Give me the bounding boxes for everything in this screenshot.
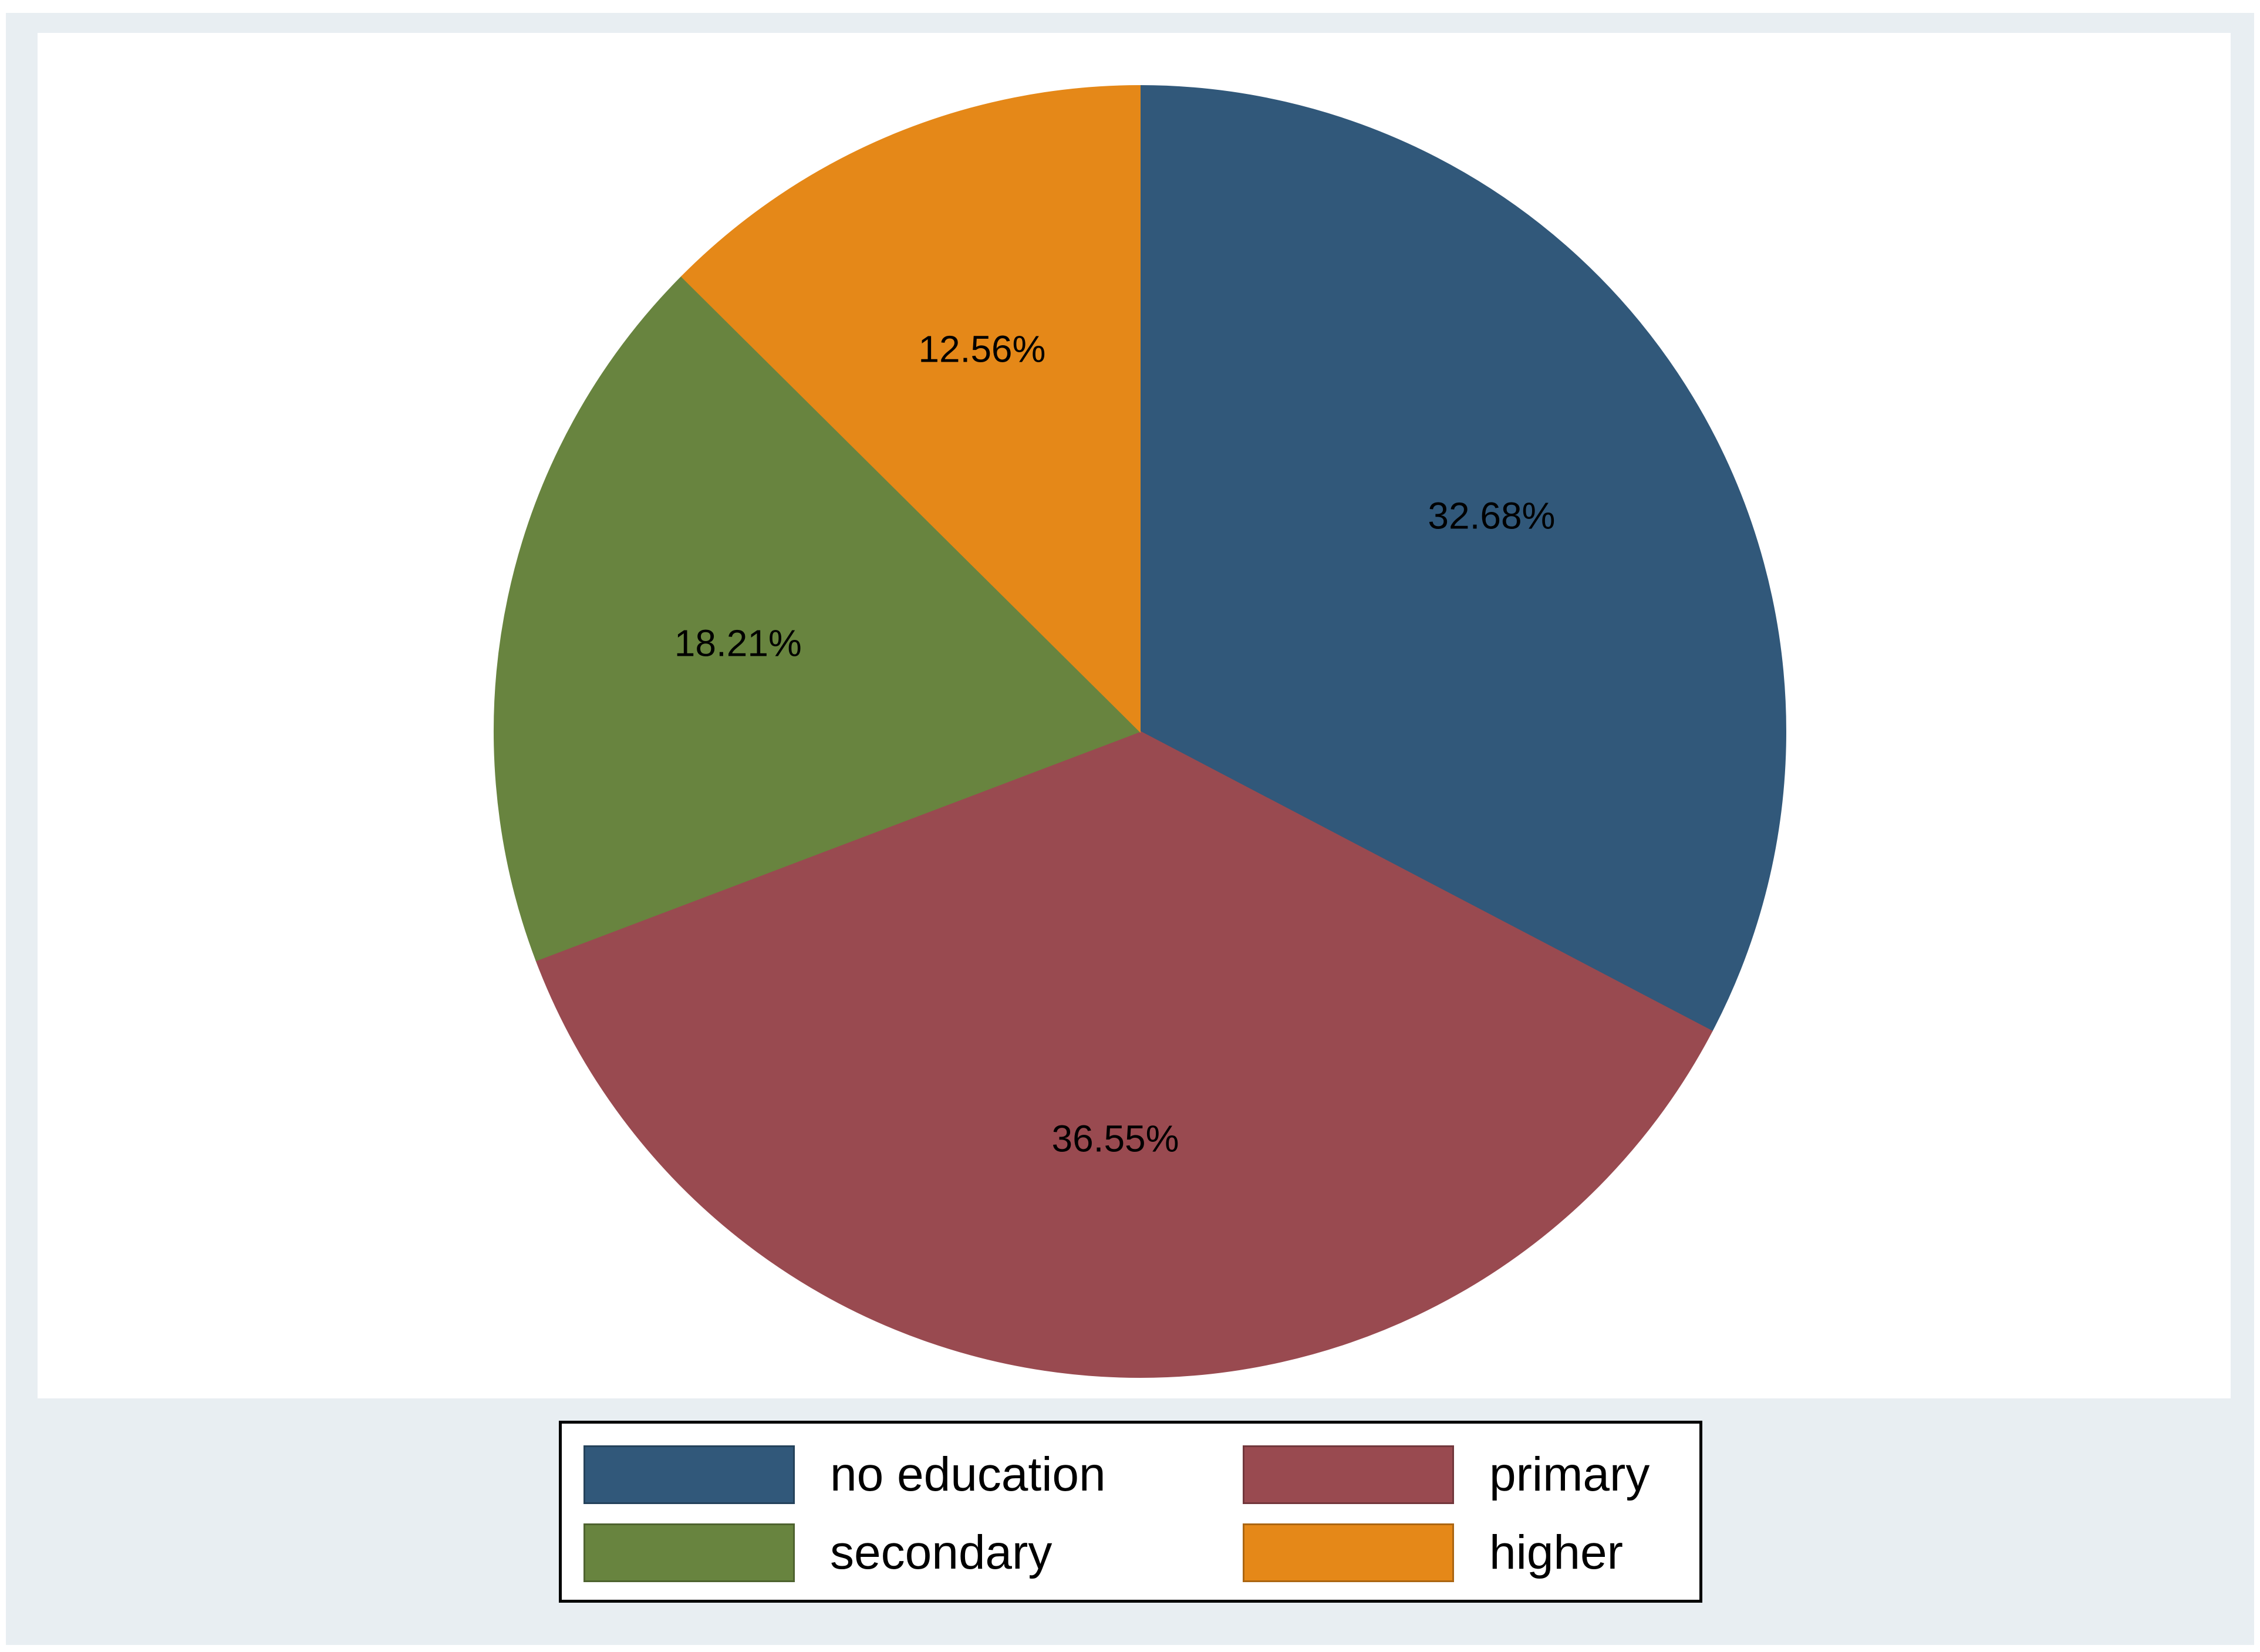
- slice-label-no-education: 32.68%: [1428, 495, 1555, 537]
- pie-slice-no-education: [1139, 85, 1786, 1032]
- legend-label-secondary: secondary: [830, 1526, 1053, 1579]
- legend-label-primary: primary: [1489, 1448, 1650, 1501]
- slice-label-primary: 36.55%: [1051, 1118, 1179, 1160]
- pie-slice-secondary: [494, 275, 1141, 962]
- legend-item-no-education: no education: [583, 1445, 1112, 1504]
- legend-item-primary: primary: [1243, 1445, 1689, 1504]
- legend-item-higher: higher: [1243, 1523, 1689, 1582]
- plot-region: 32.68% 36.55% 18.21% 12.56%: [38, 33, 2231, 1398]
- pie-slice-primary: [535, 730, 1713, 1378]
- chart-frame: 32.68% 36.55% 18.21% 12.56% no education pr…: [6, 13, 2254, 1645]
- slice-label-secondary: 18.21%: [674, 622, 802, 664]
- legend-item-secondary: secondary: [583, 1523, 1112, 1582]
- legend-swatch-primary: [1243, 1445, 1454, 1504]
- slice-label-higher: 12.56%: [918, 328, 1045, 370]
- legend-label-higher: higher: [1489, 1526, 1623, 1579]
- legend-swatch-higher: [1243, 1523, 1454, 1582]
- pie-slice-labels: 32.68% 36.55% 18.21% 12.56%: [674, 328, 1556, 1160]
- legend: no education primary secondary higher: [559, 1421, 1702, 1603]
- legend-label-no-education: no education: [830, 1448, 1106, 1501]
- pie-slices: [494, 85, 1786, 1378]
- legend-swatch-no-education: [583, 1445, 795, 1504]
- pie-slice-higher: [680, 85, 1141, 733]
- pie-chart: 32.68% 36.55% 18.21% 12.56%: [494, 85, 1786, 1378]
- legend-swatch-secondary: [583, 1523, 795, 1582]
